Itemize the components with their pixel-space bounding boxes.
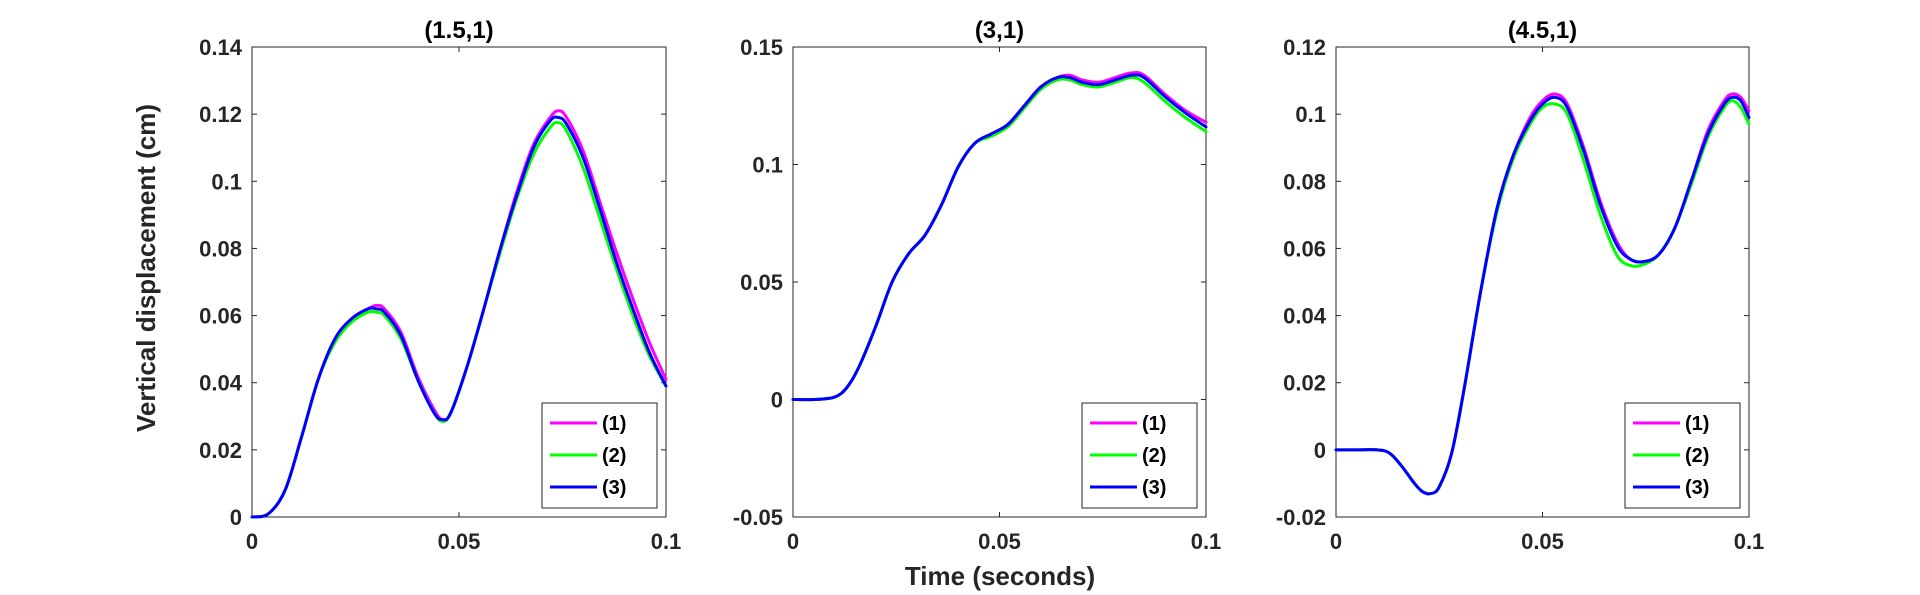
- y-tick-label: 0.1: [752, 153, 783, 178]
- x-tick-label: 0: [246, 529, 258, 554]
- y-tick-label: 0.04: [1283, 304, 1327, 329]
- series-line-3: [1334, 95, 1751, 496]
- panel-1: 0 0.05 0.1 0 0.02 0.04 0.06 0.08 0.1 0.12 0.14 (1.5…: [199, 17, 681, 554]
- y-tick-label: 0: [230, 505, 242, 530]
- y-tick-label: 0: [771, 388, 783, 413]
- y-tick-label: -0.05: [733, 505, 783, 530]
- y-tick-label: 0.08: [199, 236, 242, 261]
- y-tick-label: 0.1: [211, 169, 242, 194]
- x-tick-label: 0: [787, 529, 799, 554]
- y-tick-label: 0.06: [199, 304, 242, 329]
- y-tick-label: 0: [1314, 438, 1326, 463]
- y-tick-label: 0.04: [199, 371, 243, 396]
- legend-label-3: (3): [1142, 477, 1166, 499]
- y-tick-label: 0.06: [1283, 236, 1326, 261]
- y-tick-label: 0.08: [1283, 169, 1326, 194]
- y-tick-label: 0.02: [1283, 371, 1326, 396]
- legend-label-3: (3): [602, 477, 626, 499]
- y-tick-label: 0.15: [740, 35, 783, 60]
- legend-label-2: (2): [1685, 445, 1709, 467]
- legend-label-1: (1): [1685, 413, 1709, 435]
- x-tick-label: 0.1: [1734, 529, 1765, 554]
- series-line-3: [250, 115, 668, 519]
- y-tick-label: 0.05: [740, 270, 783, 295]
- x-axis-title: Time (seconds): [905, 561, 1095, 591]
- y-tick-label: -0.02: [1276, 505, 1326, 530]
- y-tick-label: 0.1: [1295, 102, 1326, 127]
- x-tick-label: 0.1: [1191, 529, 1222, 554]
- y-tick-label: 0.12: [199, 102, 242, 127]
- legend-label-1: (1): [1142, 413, 1166, 435]
- series-line-3: [791, 73, 1208, 402]
- panel-title: (3,1): [975, 17, 1024, 44]
- x-tick-label: 0.05: [1521, 529, 1564, 554]
- x-tick-label: 0.05: [438, 529, 481, 554]
- x-tick-label: 0.05: [978, 529, 1021, 554]
- panel-title: (1.5,1): [424, 17, 493, 44]
- y-tick-label: 0.14: [199, 35, 243, 60]
- legend-label-2: (2): [1142, 445, 1166, 467]
- panel-title: (4.5,1): [1508, 17, 1577, 44]
- y-tick-label: 0.12: [1283, 35, 1326, 60]
- x-tick-label: 0.1: [651, 529, 682, 554]
- y-tick-label: 0.02: [199, 438, 242, 463]
- panel-3: 0 0.05 0.1-0.0200.020.040.060.080.10.12(4.…: [1276, 17, 1764, 554]
- x-tick-label: 0: [1330, 529, 1342, 554]
- y-axis-title: Vertical displacement (cm): [131, 104, 161, 432]
- legend-label-1: (1): [602, 413, 626, 435]
- legend-label-3: (3): [1685, 477, 1709, 499]
- legend-label-2: (2): [602, 445, 626, 467]
